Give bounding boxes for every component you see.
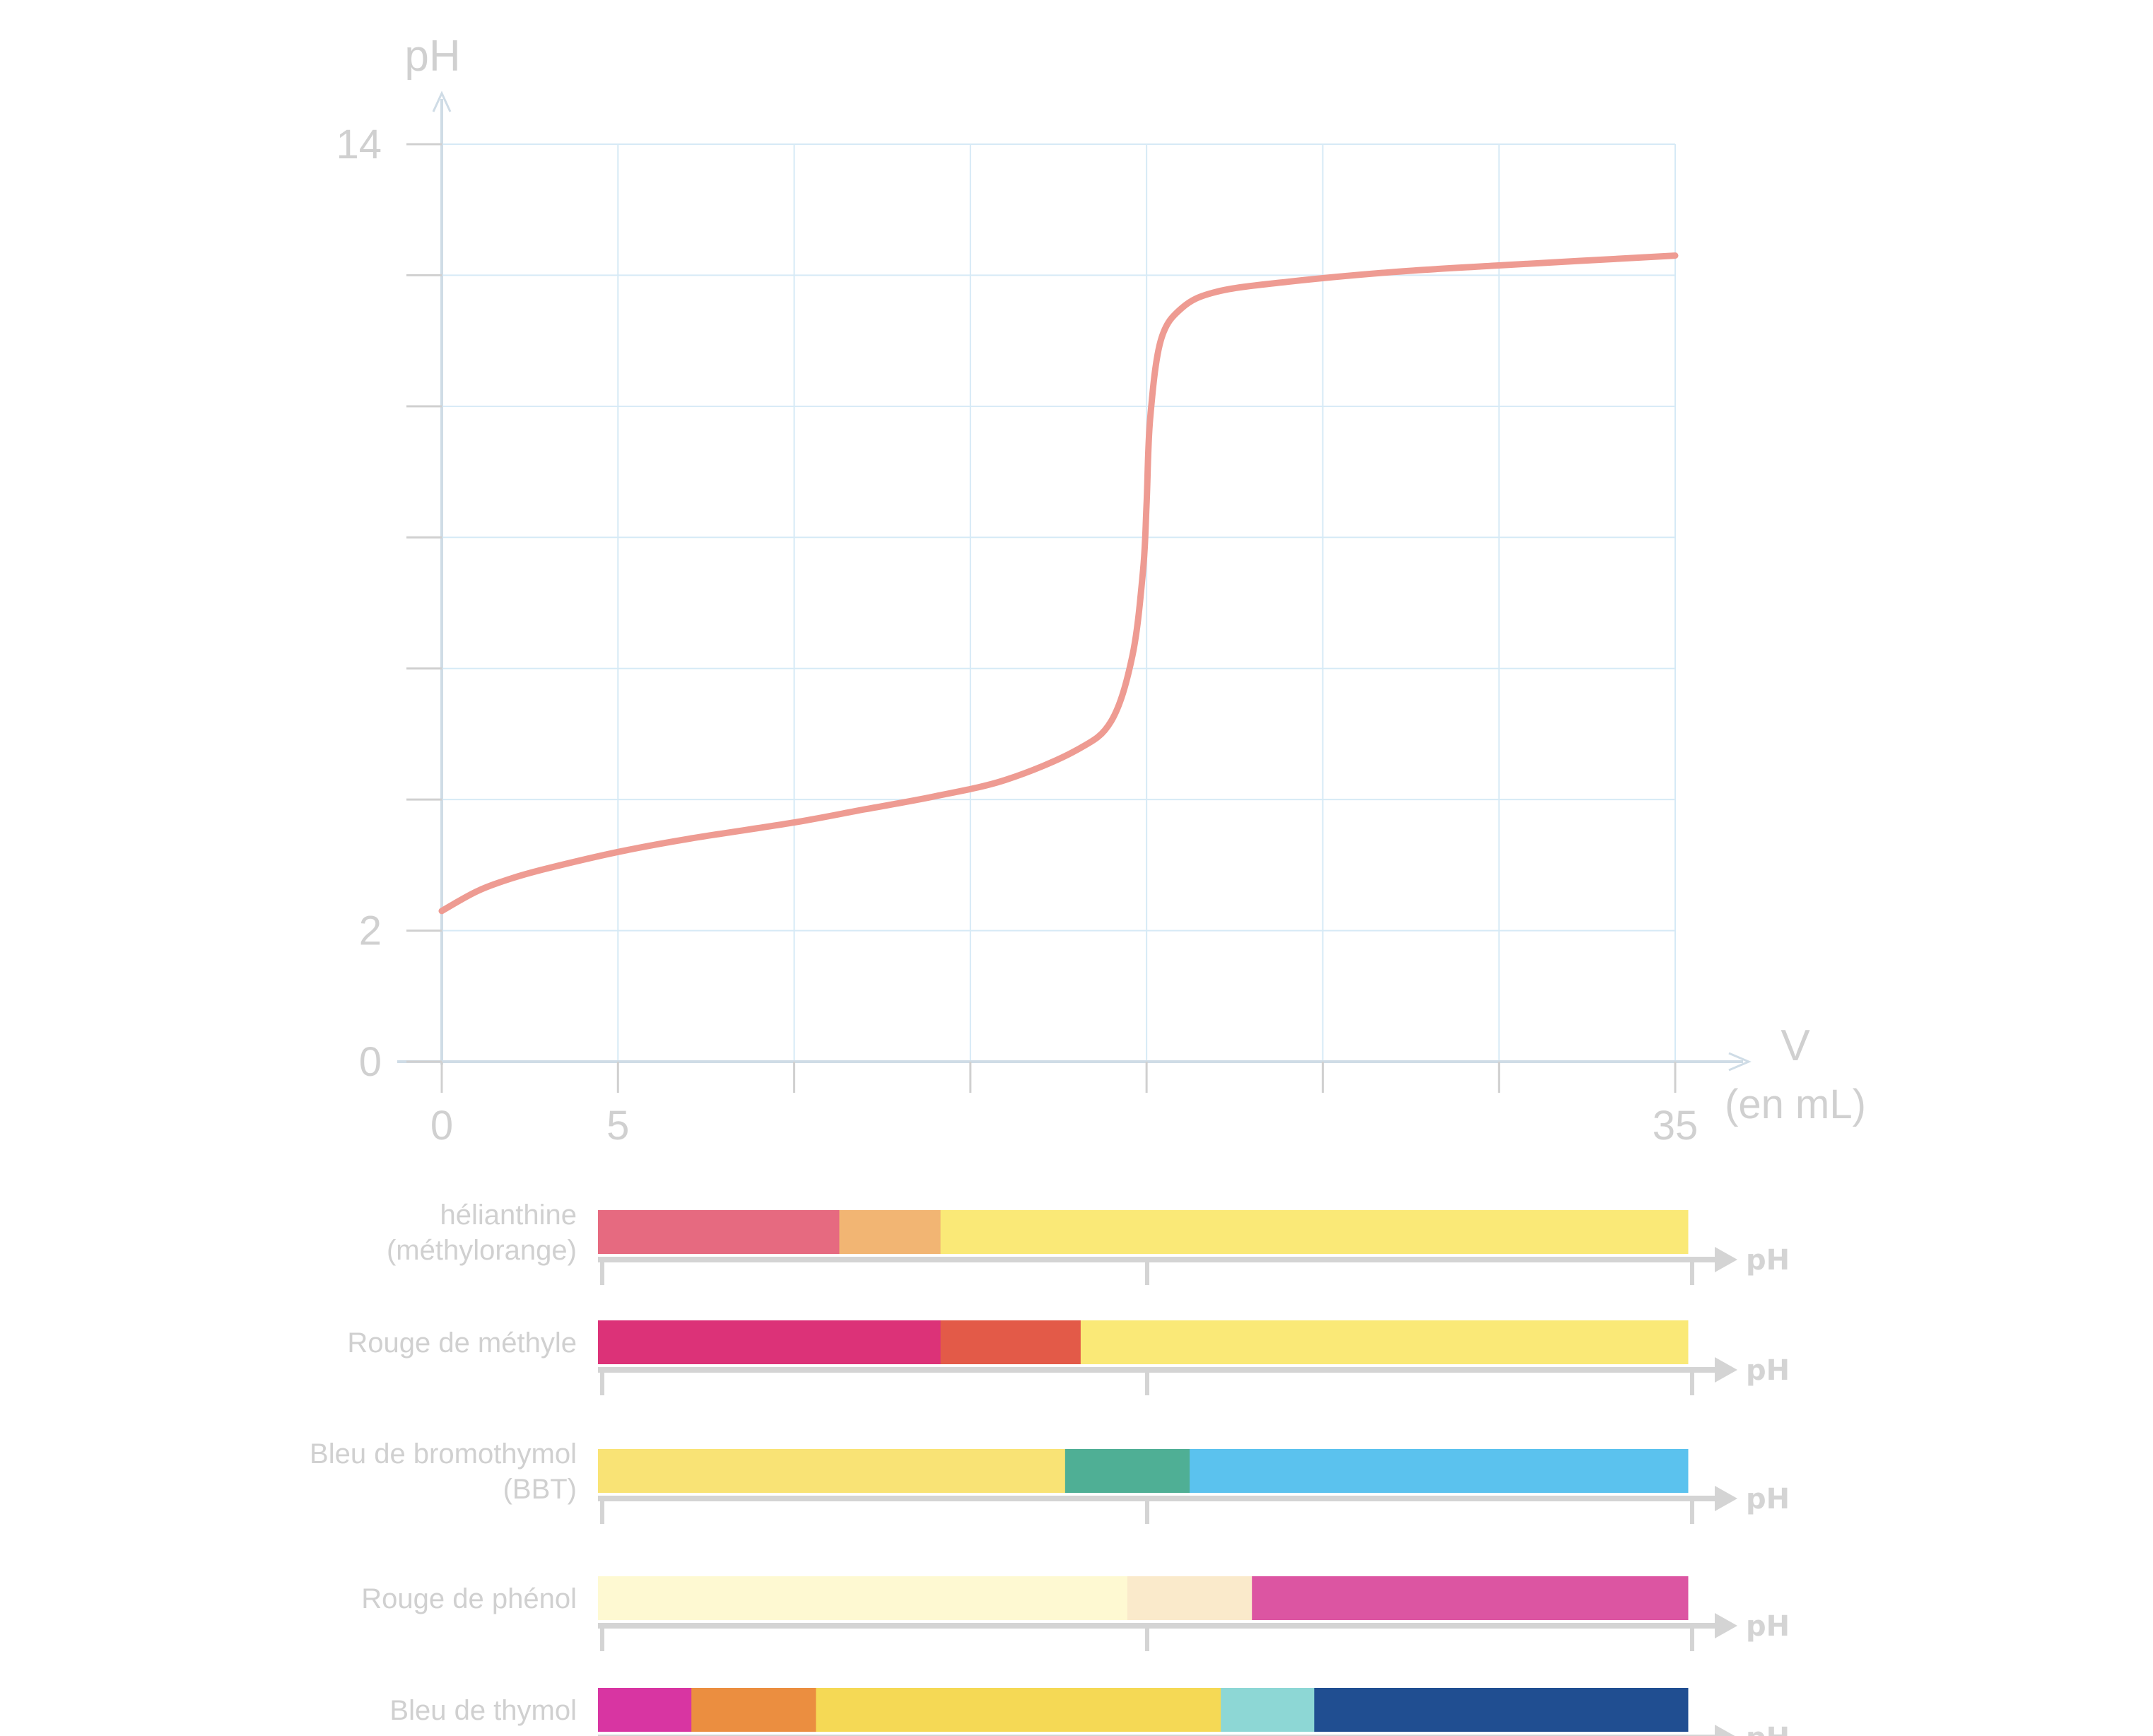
- color-segment: [598, 1576, 1128, 1620]
- indicator-bars: pH hélianthine (méthylorange) pH Rouge de mé…: [310, 1200, 1790, 1736]
- indicator-row: pH Bleu de bromothymol (BBT): [310, 1438, 1790, 1524]
- indicator-name: Bleu de bromothymol: [310, 1438, 577, 1470]
- y-axis-label: pH: [404, 32, 460, 81]
- titration-curve: [438, 252, 1679, 915]
- indicator-name: hélianthine: [440, 1200, 577, 1231]
- color-segment: [839, 1210, 941, 1254]
- x-axis-unit: (en mL): [1725, 1081, 1866, 1127]
- ph-axis-label: pH: [1746, 1244, 1790, 1277]
- color-segment: [940, 1320, 1081, 1364]
- color-segment: [1252, 1576, 1689, 1620]
- indicator-name: Rouge de méthyle: [347, 1327, 577, 1359]
- y-tick-label: 2: [359, 908, 382, 954]
- color-segment: [598, 1210, 840, 1254]
- indicator-row: pH hélianthine (méthylorange): [387, 1200, 1790, 1285]
- indicator-row: pH Bleu de thymol: [389, 1688, 1790, 1736]
- ph-axis-label: pH: [1746, 1722, 1790, 1736]
- color-segment: [816, 1688, 1221, 1732]
- color-segment: [1190, 1449, 1689, 1493]
- ph-axis-arrow: [1715, 1247, 1737, 1272]
- color-segment: [598, 1449, 1066, 1493]
- color-segment: [598, 1688, 692, 1732]
- color-segment: [1314, 1688, 1689, 1732]
- x-tick-label: 35: [1653, 1103, 1699, 1149]
- y-tick-label: 0: [359, 1039, 382, 1085]
- x-axis-arrow: [1728, 1052, 1752, 1072]
- y-axis-arrow: [432, 90, 452, 112]
- indicator-name: (méthylorange): [387, 1235, 577, 1266]
- indicator-name: (BBT): [503, 1474, 577, 1505]
- ph-axis-label: pH: [1746, 1354, 1790, 1387]
- ph-axis-label: pH: [1746, 1610, 1790, 1643]
- indicator-row: pH Rouge de phénol: [361, 1576, 1790, 1651]
- color-segment: [1127, 1576, 1253, 1620]
- ticks: 0 2 14 0 5 35: [336, 122, 1698, 1149]
- grid: [441, 143, 1676, 1062]
- ph-axis-arrow: [1715, 1725, 1735, 1736]
- color-segment: [598, 1320, 941, 1364]
- ph-axis-arrow: [1715, 1357, 1737, 1383]
- ph-axis-arrow: [1715, 1486, 1737, 1511]
- indicator-row: pH Rouge de méthyle: [347, 1320, 1790, 1395]
- x-tick-label: 0: [430, 1103, 453, 1149]
- axes: pH V (en mL): [397, 32, 1866, 1127]
- x-axis-label: V: [1781, 1021, 1810, 1070]
- color-segment: [1080, 1320, 1689, 1364]
- titration-curve-line: [438, 252, 1679, 915]
- x-tick-label: 5: [606, 1103, 629, 1149]
- color-segment: [1221, 1688, 1315, 1732]
- indicator-name: Rouge de phénol: [361, 1583, 577, 1614]
- y-tick-label: 14: [336, 122, 382, 168]
- ph-axis-arrow: [1715, 1613, 1737, 1638]
- ph-axis-label: pH: [1746, 1483, 1790, 1515]
- color-segment: [940, 1210, 1689, 1254]
- indicator-name: Bleu de thymol: [389, 1695, 577, 1726]
- color-segment: [691, 1688, 816, 1732]
- color-segment: [1064, 1449, 1190, 1493]
